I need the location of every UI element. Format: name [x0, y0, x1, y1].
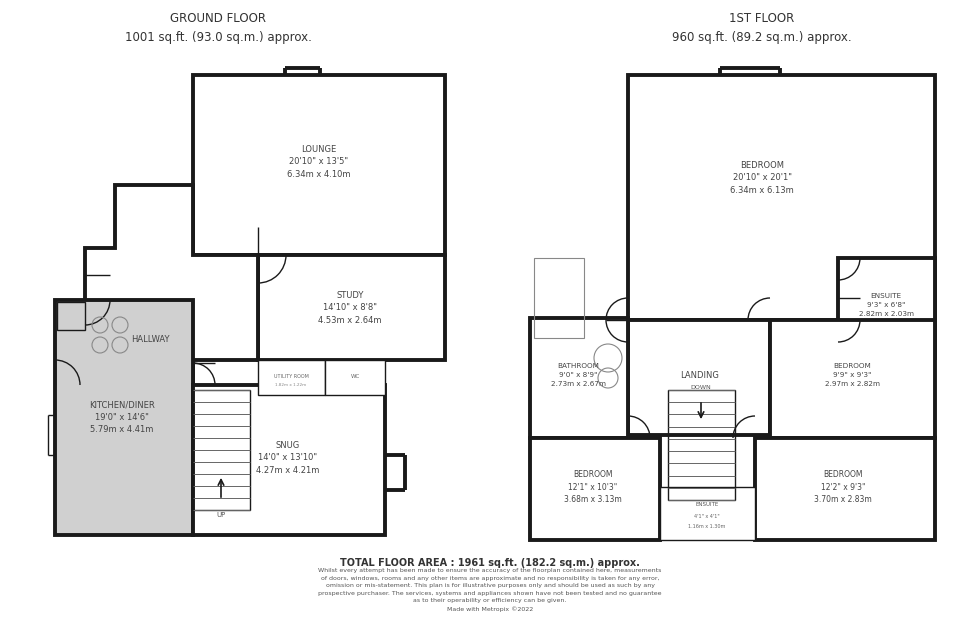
Text: ENSUITE
9'3" x 6'8"
2.82m x 2.03m: ENSUITE 9'3" x 6'8" 2.82m x 2.03m — [858, 294, 913, 316]
Text: STUDY
14'10" x 8'8"
4.53m x 2.64m: STUDY 14'10" x 8'8" 4.53m x 2.64m — [318, 291, 382, 325]
Text: TOTAL FLOOR AREA : 1961 sq.ft. (182.2 sq.m.) approx.: TOTAL FLOOR AREA : 1961 sq.ft. (182.2 sq… — [340, 558, 640, 568]
Bar — [258, 255, 445, 360]
Bar — [258, 360, 325, 395]
Bar — [770, 320, 935, 438]
Bar — [55, 300, 193, 535]
Text: LOUNGE
20'10" x 13'5"
6.34m x 4.10m: LOUNGE 20'10" x 13'5" 6.34m x 4.10m — [287, 145, 351, 179]
Bar — [193, 390, 250, 510]
Bar — [668, 390, 735, 500]
Text: HALLWAY: HALLWAY — [130, 335, 170, 344]
Bar — [325, 360, 385, 395]
Bar — [628, 75, 935, 320]
Text: DOWN: DOWN — [691, 385, 711, 390]
Text: SNUG
14'0" x 13'10"
4.27m x 4.21m: SNUG 14'0" x 13'10" 4.27m x 4.21m — [257, 441, 319, 475]
Text: UTILITY ROOM: UTILITY ROOM — [273, 375, 309, 380]
Text: BEDROOM
12'2" x 9'3"
3.70m x 2.83m: BEDROOM 12'2" x 9'3" 3.70m x 2.83m — [814, 470, 872, 504]
Bar — [530, 438, 660, 540]
Bar — [660, 487, 755, 540]
Polygon shape — [85, 185, 258, 385]
Text: BEDROOM
9'9" x 9'3"
2.97m x 2.82m: BEDROOM 9'9" x 9'3" 2.97m x 2.82m — [824, 363, 879, 387]
Text: Whilst every attempt has been made to ensure the accuracy of the floorplan conta: Whilst every attempt has been made to en… — [318, 568, 662, 611]
Bar — [755, 438, 935, 540]
Bar — [193, 75, 445, 255]
Text: LANDING: LANDING — [680, 370, 719, 380]
Text: UP: UP — [217, 512, 225, 518]
Text: BEDROOM
12'1" x 10'3"
3.68m x 3.13m: BEDROOM 12'1" x 10'3" 3.68m x 3.13m — [564, 470, 622, 504]
Bar — [838, 258, 935, 358]
Text: BATHROOM
9'0" x 8'9"
2.73m x 2.67m: BATHROOM 9'0" x 8'9" 2.73m x 2.67m — [551, 363, 606, 387]
Bar — [193, 385, 385, 535]
Text: BEDROOM
20'10" x 20'1"
6.34m x 6.13m: BEDROOM 20'10" x 20'1" 6.34m x 6.13m — [730, 161, 794, 195]
Text: 1ST FLOOR
960 sq.ft. (89.2 sq.m.) approx.: 1ST FLOOR 960 sq.ft. (89.2 sq.m.) approx… — [672, 12, 852, 44]
Bar — [530, 318, 628, 438]
Text: 1.16m x 1.30m: 1.16m x 1.30m — [688, 525, 725, 529]
Text: GROUND FLOOR
1001 sq.ft. (93.0 sq.m.) approx.: GROUND FLOOR 1001 sq.ft. (93.0 sq.m.) ap… — [124, 12, 312, 44]
Text: 1.82m x 1.22m: 1.82m x 1.22m — [275, 383, 307, 387]
Text: ENSUITE: ENSUITE — [696, 503, 718, 508]
Text: KITCHEN/DINER
19'0" x 14'6"
5.79m x 4.41m: KITCHEN/DINER 19'0" x 14'6" 5.79m x 4.41… — [89, 400, 155, 434]
Text: 4'1" x 4'1": 4'1" x 4'1" — [694, 515, 720, 520]
Bar — [57, 302, 85, 330]
Text: WC: WC — [351, 375, 360, 380]
Bar — [534, 258, 584, 338]
Bar — [628, 320, 770, 435]
